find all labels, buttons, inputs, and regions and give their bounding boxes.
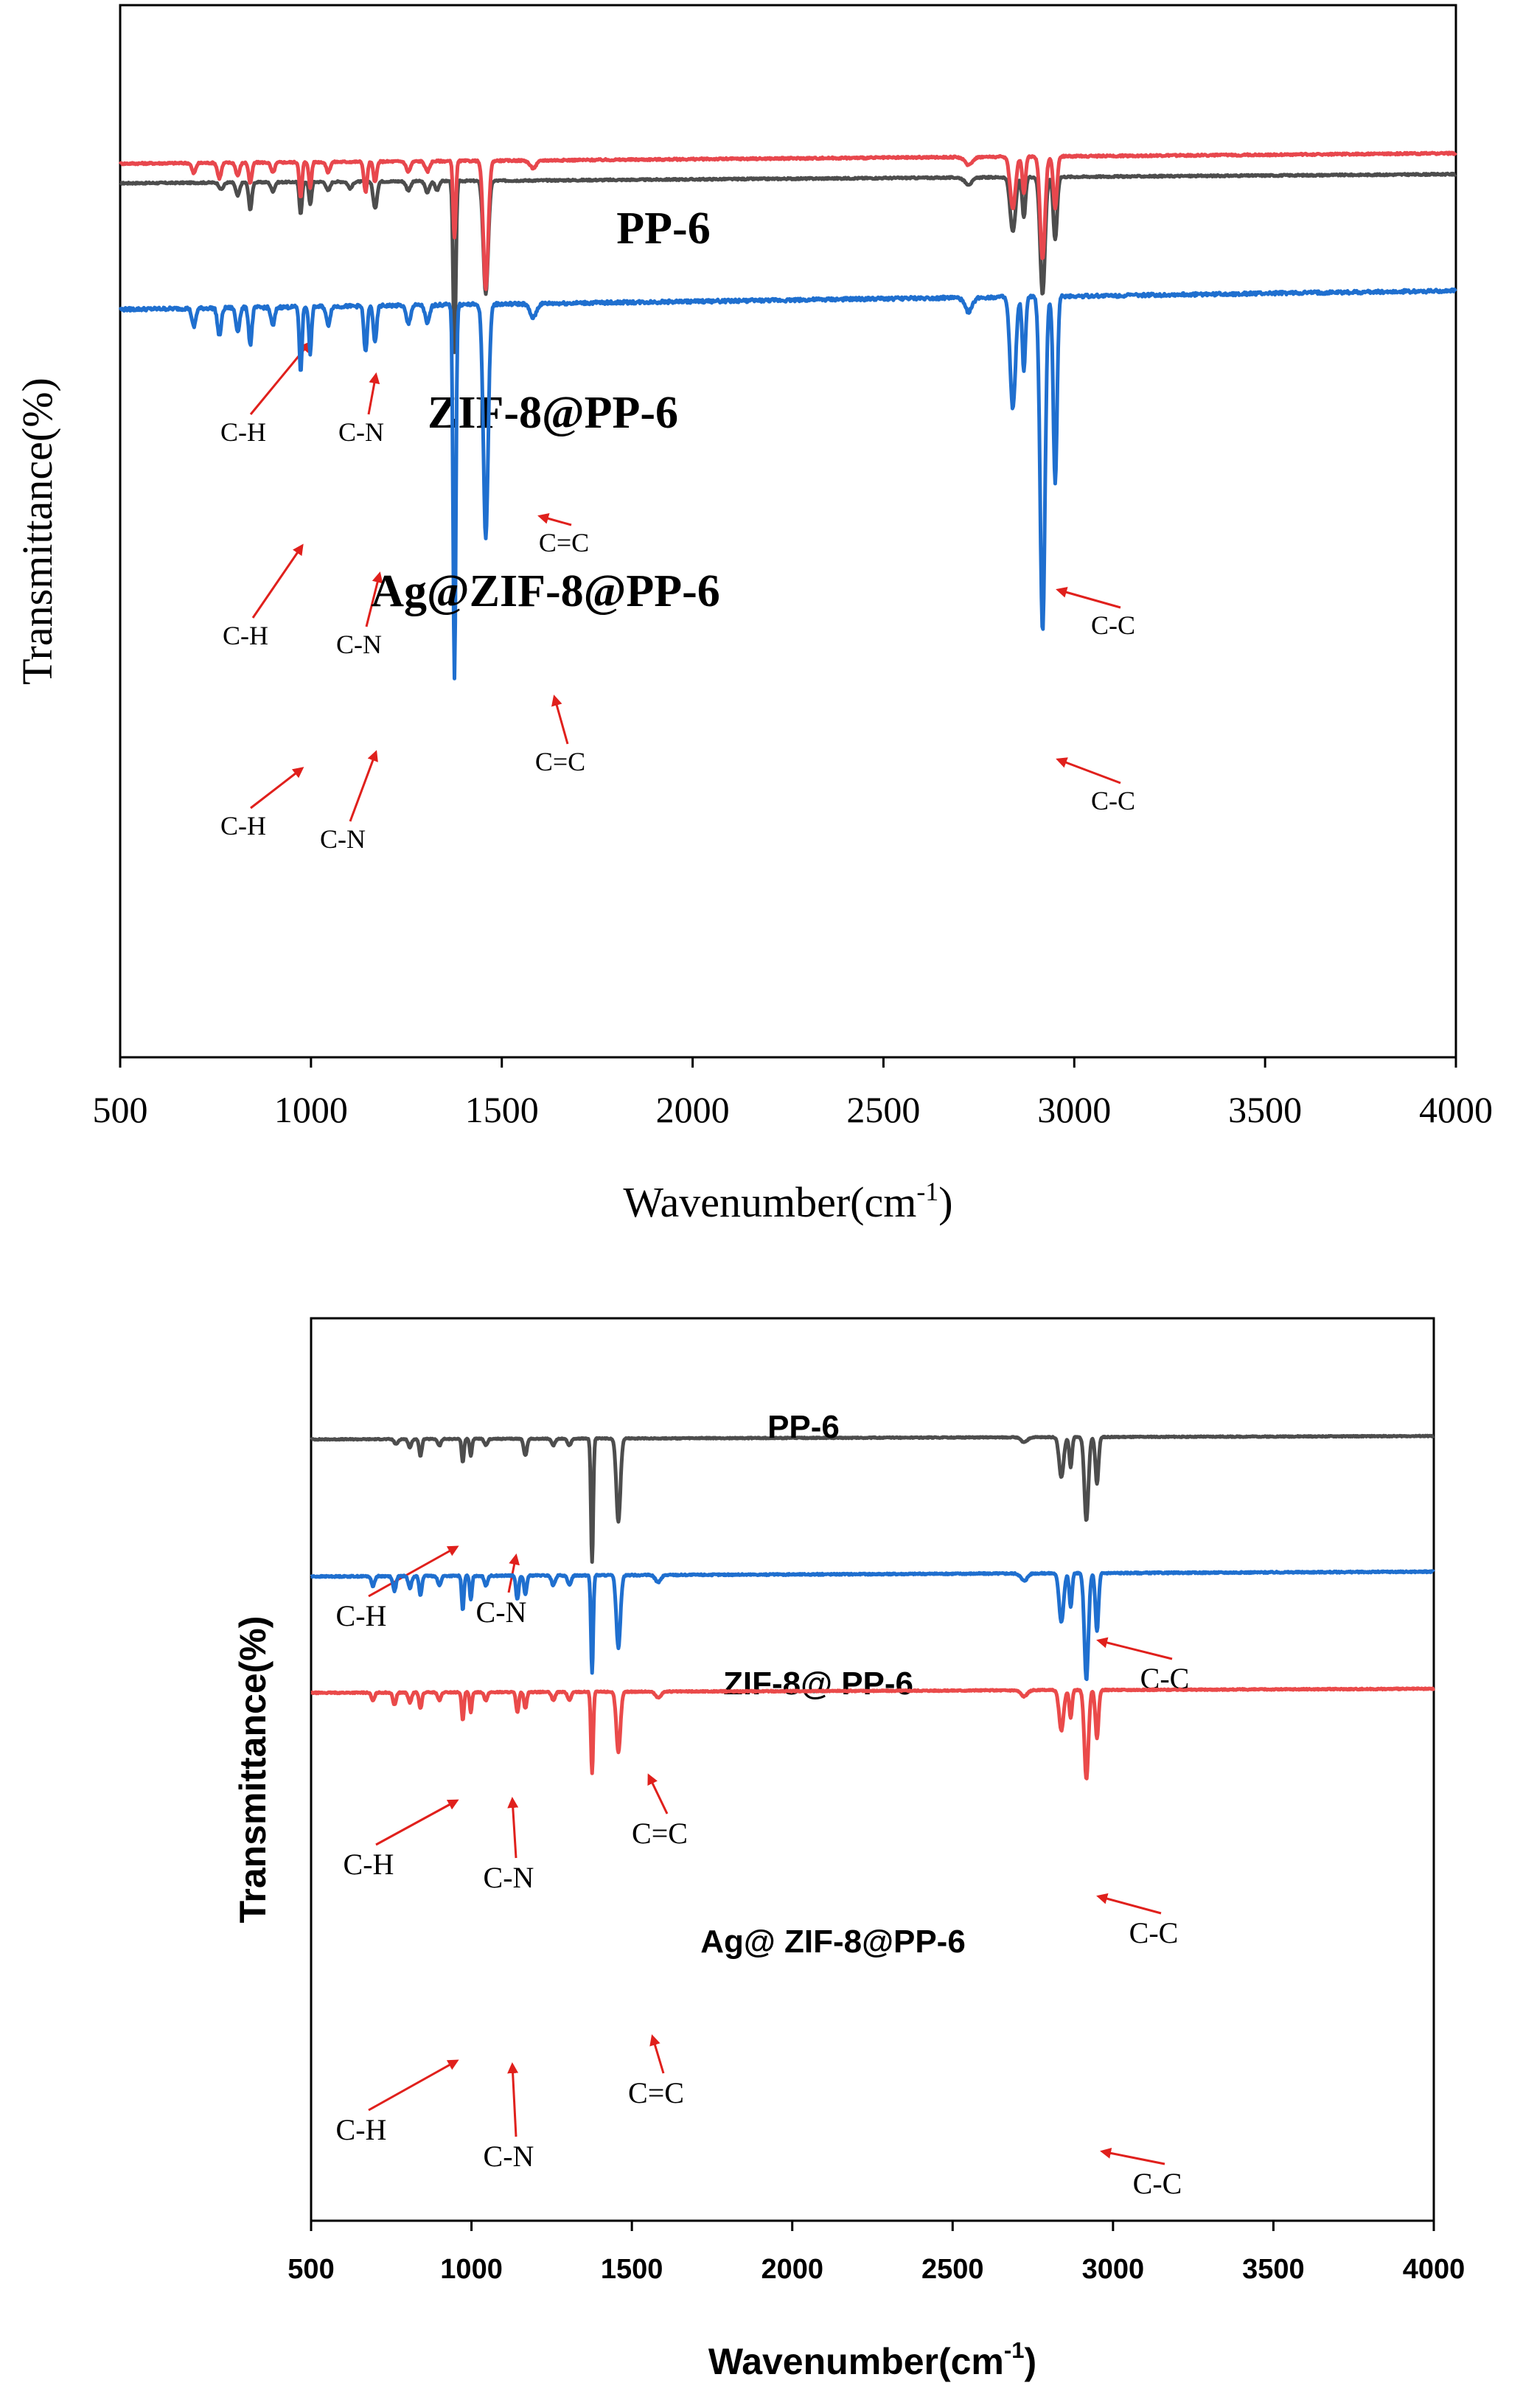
x-tick-label: 1500 bbox=[601, 2254, 663, 2285]
series-label: PP-6 bbox=[767, 1409, 840, 1445]
annotation-arrow bbox=[250, 767, 304, 810]
x-tick-label: 3500 bbox=[1228, 1089, 1302, 1130]
x-tick-label: 3000 bbox=[1082, 2254, 1145, 2285]
annotation-label: C-C bbox=[1091, 610, 1135, 640]
chart-top: 500 1000 1500 2000 2500 3000 3500 4000 Wavenumbe… bbox=[13, 4, 1493, 1226]
series-label: ZIF-8@PP-6 bbox=[428, 388, 678, 438]
annotation-label: C-N bbox=[320, 824, 366, 854]
x-tick-label: 1000 bbox=[274, 1089, 348, 1130]
x-tick-label: 1000 bbox=[440, 2254, 503, 2285]
annotation-label: C-N bbox=[476, 1596, 527, 1629]
annotation-arrow bbox=[537, 513, 572, 526]
annotation-arrow bbox=[251, 543, 304, 619]
annotation-label: C-H bbox=[344, 1848, 394, 1881]
annotation-arrow bbox=[375, 1799, 459, 1846]
series-line-1 bbox=[119, 171, 1457, 355]
annotation-label: C-H bbox=[336, 1599, 387, 1632]
annotation-label: C=C bbox=[539, 528, 589, 557]
annotation-arrow bbox=[1056, 757, 1121, 784]
annotation-label: C-C bbox=[1133, 2167, 1182, 2200]
plot-frame bbox=[310, 1317, 1435, 2222]
annotation-arrow bbox=[1096, 1637, 1173, 1660]
x-tick-label: 4000 bbox=[1419, 1089, 1493, 1130]
x-tick-label: 2000 bbox=[656, 1089, 730, 1130]
series-label: ZIF-8@ PP-6 bbox=[723, 1666, 913, 1702]
x-tick-label: 500 bbox=[93, 1089, 148, 1130]
x-tick-label: 2500 bbox=[846, 1089, 920, 1130]
annotation-arrow bbox=[1096, 1893, 1162, 1915]
x-tick-label: 4000 bbox=[1403, 2254, 1465, 2285]
annotation-label: C-N bbox=[484, 2140, 534, 2173]
x-tick-label: 3500 bbox=[1242, 2254, 1305, 2285]
annotation-label: C-H bbox=[223, 621, 268, 650]
x-tick-label: 2500 bbox=[921, 2254, 984, 2285]
series-line-1 bbox=[310, 1433, 1435, 1564]
annotation-label: C=C bbox=[632, 1817, 688, 1850]
annotation-label: C-N bbox=[338, 417, 384, 447]
annotation-arrow bbox=[349, 750, 378, 822]
series-line-3 bbox=[310, 1686, 1436, 1781]
x-tick-label: 3000 bbox=[1037, 1089, 1111, 1130]
series-line-2 bbox=[118, 150, 1457, 291]
annotation-arrow bbox=[365, 571, 383, 627]
y-axis-label: Transmittance(%) bbox=[13, 377, 61, 685]
series-label: PP-6 bbox=[616, 203, 710, 254]
annotation-arrow bbox=[368, 1545, 459, 1598]
plot-frame bbox=[119, 4, 1457, 1059]
annotation-arrow bbox=[647, 1773, 669, 1814]
x-axis-label: Wavenumber(cm-1) bbox=[708, 2337, 1036, 2382]
annotation-arrow bbox=[1100, 2147, 1165, 2165]
annotation-label: C-N bbox=[336, 630, 382, 659]
annotation-label: C-N bbox=[484, 1861, 534, 1894]
annotation-label: C-H bbox=[220, 811, 266, 841]
annotation-arrow bbox=[1056, 587, 1121, 609]
annotation-arrow bbox=[649, 2034, 665, 2074]
series-label: Ag@ ZIF-8@PP-6 bbox=[700, 1924, 966, 1960]
annotation-arrow bbox=[507, 2062, 519, 2137]
annotation-label: C-H bbox=[336, 2113, 387, 2146]
series-line-3 bbox=[118, 287, 1457, 681]
annotation-label: C=C bbox=[628, 2076, 684, 2109]
chart-bottom: 500 1000 1500 2000 2500 3000 3500 4000 Wavenumbe… bbox=[232, 1317, 1465, 2382]
annotation-label: C-C bbox=[1129, 1916, 1179, 1949]
annotation-arrow bbox=[367, 372, 380, 415]
x-tick-label: 500 bbox=[287, 2254, 334, 2285]
x-tick-label: 2000 bbox=[761, 2254, 823, 2285]
x-axis-label: Wavenumber(cm-1) bbox=[623, 1177, 952, 1226]
annotation-label: C=C bbox=[535, 747, 585, 776]
annotation-arrow bbox=[551, 695, 569, 745]
annotation-label: C-C bbox=[1091, 786, 1135, 815]
series-line-2 bbox=[310, 1569, 1435, 1682]
x-tick-label: 1500 bbox=[465, 1089, 539, 1130]
y-axis-label: Transmittance(%) bbox=[232, 1616, 273, 1924]
annotation-arrow bbox=[368, 2059, 459, 2112]
annotation-arrow bbox=[507, 1797, 519, 1859]
series-label: Ag@ZIF-8@PP-6 bbox=[371, 566, 720, 616]
annotation-label: C-H bbox=[220, 417, 266, 447]
